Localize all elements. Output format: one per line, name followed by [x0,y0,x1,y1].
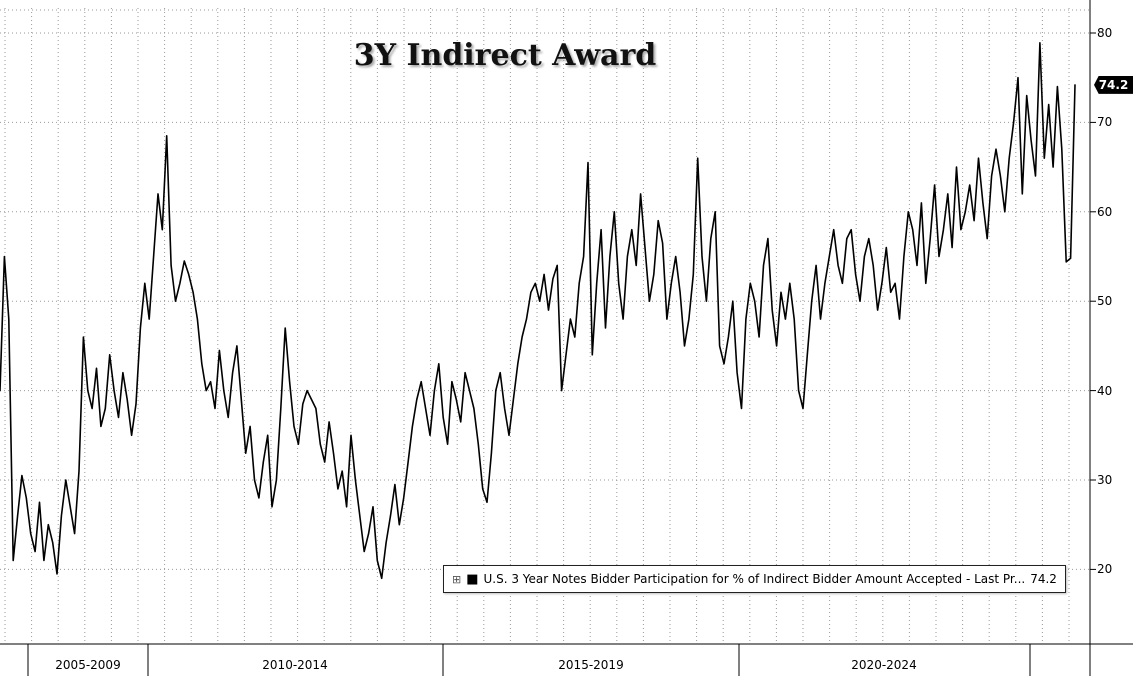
y-axis-tick-label: 40 [1097,383,1113,398]
last-price-badge: 74.2 [1094,75,1133,94]
x-axis-period-label: 2015-2019 [558,658,624,672]
y-axis-tick-label: 30 [1097,473,1113,487]
chart-title: 3Y Indirect Award [353,38,657,73]
x-axis-period-label: 2005-2009 [55,658,121,672]
x-axis-period-label: 2010-2014 [262,658,328,672]
legend-expand-icon: ⊞ [452,572,462,586]
legend-label: U.S. 3 Year Notes Bidder Participation f… [483,572,1026,586]
y-axis-tick-label: 50 [1097,294,1113,309]
legend-last-price: 74.2 [1030,572,1057,586]
x-axis-period-label: 2020-2024 [851,658,917,672]
y-axis-tick-label: 20 [1097,562,1113,577]
y-axis-tick-label: 60 [1097,204,1113,219]
legend[interactable]: ⊞ ■ U.S. 3 Year Notes Bidder Participati… [443,565,1066,593]
y-axis-tick-label: 80 [1097,26,1113,40]
series-swatch-icon: ■ [466,571,479,587]
y-axis-tick-label: 70 [1097,115,1113,130]
